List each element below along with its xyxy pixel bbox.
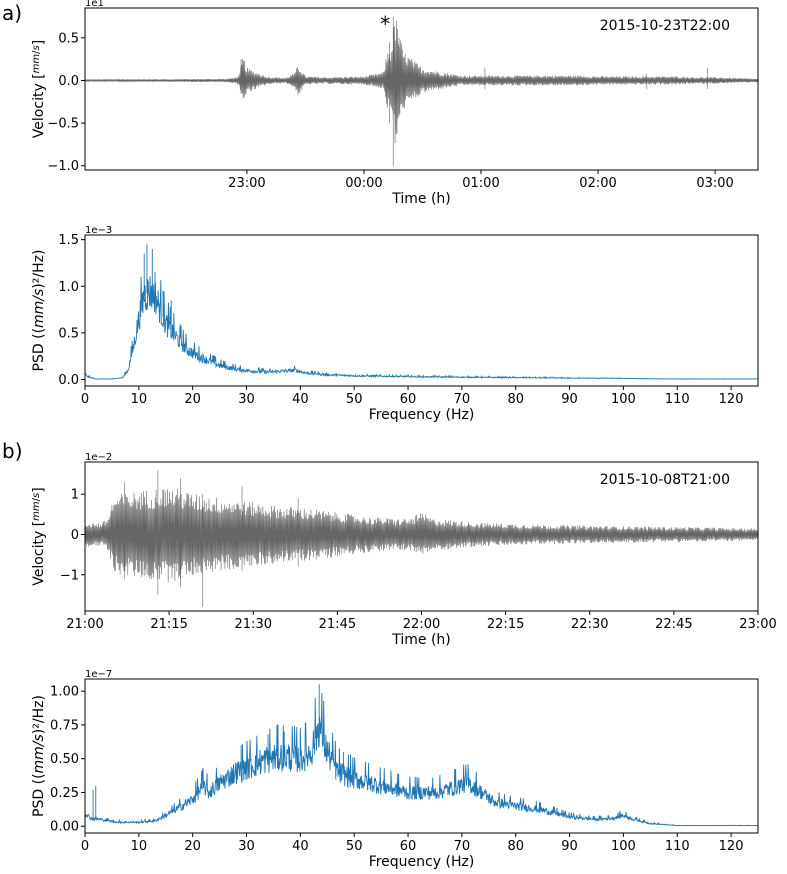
axis-multiplier: 1e−2 bbox=[85, 452, 112, 463]
y-axis-label: Velocity [mm/s] bbox=[31, 487, 47, 585]
x-tick-label: 02:00 bbox=[579, 176, 616, 191]
x-tick-label: 03:00 bbox=[696, 176, 733, 191]
x-tick-label: 0 bbox=[81, 392, 89, 407]
x-tick-label: 30 bbox=[238, 392, 255, 407]
x-tick-label: 60 bbox=[400, 392, 417, 407]
axis-multiplier: 1e−3 bbox=[85, 225, 112, 236]
x-tick-label: 20 bbox=[184, 839, 201, 854]
timestamp-label: 2015-10-23T22:00 bbox=[600, 18, 730, 34]
y-tick-label: 0.75 bbox=[50, 718, 79, 733]
velocity-plot-b: 21:00 21:15 21:30 21:45 22:00 22:15 22:30 22:45… bbox=[31, 452, 777, 648]
velocity-plot-a: 23:00 00:00 01:00 02:00 03:00 0.5 0.0 −0.5 −1.0 T… bbox=[31, 0, 759, 207]
psd-plot-a: 0 10 20 30 40 50 60 70 80 90 100 110 120 0.0 0.5 1.0 1.5… bbox=[31, 225, 759, 423]
timestamp-label: 2015-10-08T21:00 bbox=[600, 472, 730, 488]
y-axis-label: PSD ((mm/s)²/Hz) bbox=[31, 695, 47, 817]
panel-label-a: a) bbox=[2, 1, 22, 25]
x-tick-label: 23:00 bbox=[228, 176, 265, 191]
y-tick-label: −1.0 bbox=[47, 159, 79, 174]
y-tick-label: 0.5 bbox=[58, 31, 79, 46]
panel-label-b: b) bbox=[2, 439, 23, 463]
x-tick-label: 22:15 bbox=[487, 617, 524, 632]
x-tick-label: 100 bbox=[611, 392, 636, 407]
x-tick-label: 40 bbox=[292, 839, 309, 854]
x-tick-label: 90 bbox=[561, 392, 578, 407]
x-tick-label: 30 bbox=[238, 839, 255, 854]
y-tick-label: 1.5 bbox=[58, 233, 79, 248]
x-tick-label: 21:30 bbox=[235, 617, 272, 632]
x-tick-label: 80 bbox=[507, 839, 524, 854]
axis-multiplier: 1e1 bbox=[85, 0, 104, 9]
x-tick-label: 40 bbox=[292, 392, 309, 407]
x-tick-label: 110 bbox=[665, 392, 690, 407]
x-tick-label: 22:30 bbox=[571, 617, 608, 632]
x-tick-label: 01:00 bbox=[462, 176, 499, 191]
y-tick-label: 0.00 bbox=[50, 820, 79, 835]
series-line bbox=[85, 470, 758, 607]
y-tick-label: 1.00 bbox=[50, 685, 79, 700]
axes-frame bbox=[84, 7, 759, 171]
y-axis-label: Velocity [mm/s] bbox=[31, 40, 47, 138]
y-tick-label: −0.5 bbox=[47, 117, 79, 132]
x-tick-label: 10 bbox=[131, 392, 148, 407]
y-axis-label: PSD ((mm/s)²/Hz) bbox=[31, 250, 47, 372]
x-axis-label: Frequency (Hz) bbox=[369, 407, 475, 423]
x-axis-label: Frequency (Hz) bbox=[369, 854, 475, 870]
x-tick-label: 60 bbox=[400, 839, 417, 854]
x-tick-label: 20 bbox=[184, 392, 201, 407]
x-tick-label: 22:00 bbox=[403, 617, 440, 632]
x-tick-label: 50 bbox=[346, 839, 363, 854]
y-tick-label: 0.5 bbox=[58, 326, 79, 341]
x-tick-label: 70 bbox=[454, 839, 471, 854]
y-tick-label: 1.0 bbox=[58, 280, 79, 295]
x-tick-label: 21:45 bbox=[319, 617, 356, 632]
y-tick-label: 0.25 bbox=[50, 786, 79, 801]
y-tick-label: 0.0 bbox=[58, 74, 79, 89]
x-axis-label: Time (h) bbox=[391, 632, 451, 648]
x-tick-label: 23:00 bbox=[739, 617, 776, 632]
x-tick-label: 90 bbox=[561, 839, 578, 854]
series-line bbox=[85, 244, 758, 380]
x-tick-label: 120 bbox=[719, 839, 744, 854]
x-tick-label: 80 bbox=[507, 392, 524, 407]
axes-frame bbox=[84, 234, 759, 387]
series-line bbox=[85, 16, 758, 166]
x-tick-label: 50 bbox=[346, 392, 363, 407]
x-tick-label: 22:45 bbox=[655, 617, 692, 632]
y-tick-label: −1 bbox=[60, 568, 79, 583]
x-tick-label: 00:00 bbox=[345, 176, 382, 191]
psd-plot-b: 0 10 20 30 40 50 60 70 80 90 100 110 120 0.00 0.25 0.50… bbox=[31, 669, 759, 870]
axis-multiplier: 1e−7 bbox=[85, 669, 112, 680]
y-tick-label: 0.0 bbox=[58, 373, 79, 388]
x-tick-label: 10 bbox=[131, 839, 148, 854]
x-tick-label: 100 bbox=[611, 839, 636, 854]
event-marker: * bbox=[380, 12, 390, 36]
y-tick-label: 0 bbox=[71, 528, 79, 543]
x-axis-label: Time (h) bbox=[391, 191, 451, 207]
y-tick-label: 1 bbox=[71, 488, 79, 503]
x-tick-label: 110 bbox=[665, 839, 690, 854]
axes-frame bbox=[84, 678, 759, 834]
series-line bbox=[85, 684, 758, 827]
x-tick-label: 21:15 bbox=[150, 617, 187, 632]
y-tick-label: 0.50 bbox=[50, 752, 79, 767]
x-tick-label: 0 bbox=[81, 839, 89, 854]
x-tick-label: 120 bbox=[719, 392, 744, 407]
x-tick-label: 70 bbox=[454, 392, 471, 407]
x-tick-label: 21:00 bbox=[66, 617, 103, 632]
